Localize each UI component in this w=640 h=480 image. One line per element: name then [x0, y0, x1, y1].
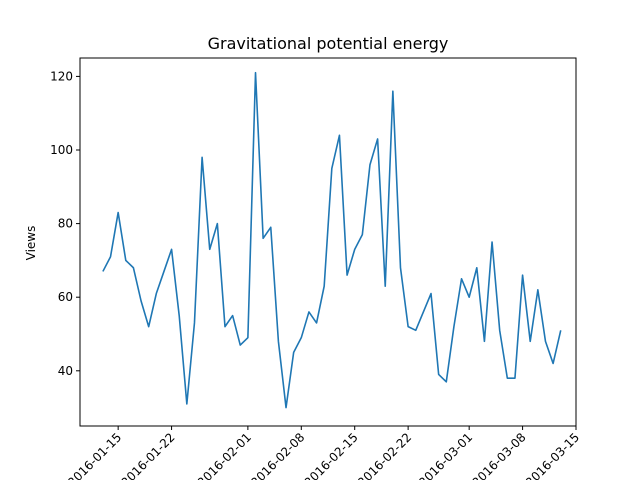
x-tick-label: 2016-02-15 [302, 430, 361, 480]
y-tick-label: 80 [58, 217, 73, 231]
x-tick-label: 2016-03-01 [416, 430, 475, 480]
chart-title: Gravitational potential energy [208, 34, 449, 53]
plot-area-frame [79, 57, 577, 427]
x-tick-label: 2016-03-15 [523, 430, 582, 480]
x-tick-label: 2016-01-22 [118, 430, 177, 480]
series-group [102, 71, 562, 409]
y-tick-label: 100 [50, 143, 73, 157]
y-tick-label: 40 [58, 364, 73, 378]
y-axis: 40 60 80 100 120 [50, 69, 80, 378]
y-tick-label: 60 [58, 290, 73, 304]
x-tick-label: 2016-02-08 [248, 430, 307, 480]
x-tick-label: 2016-02-01 [195, 430, 254, 480]
y-axis-label: Views [24, 226, 38, 261]
x-tick-label: 2016-02-22 [355, 430, 414, 480]
series-line [102, 71, 562, 409]
x-tick-label: 2016-01-15 [65, 430, 124, 480]
x-tick-label: 2016-03-08 [469, 430, 528, 480]
y-tick-label: 120 [50, 69, 73, 83]
